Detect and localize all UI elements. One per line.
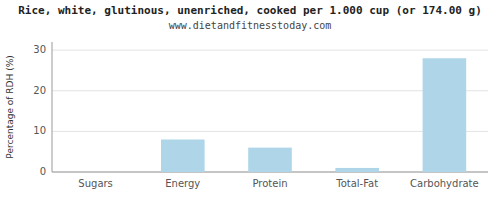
subtitle: www.dietandfitnesstoday.com (169, 20, 332, 31)
x-tick-label: Total-Fat (335, 178, 378, 189)
y-tick-label: 0 (40, 166, 46, 177)
y-tick-label: 10 (33, 125, 46, 136)
chart-container: Rice, white, glutinous, unenriched, cook… (0, 0, 500, 200)
y-axis: 0 10 20 30 (33, 42, 52, 177)
bar (248, 148, 292, 172)
bars (161, 58, 466, 172)
x-tick-label: Protein (252, 178, 287, 189)
y-tick-label: 30 (33, 44, 46, 55)
x-tick-label: Energy (165, 178, 200, 189)
x-axis: Sugars Energy Protein Total-Fat Carbohydrate (78, 178, 478, 189)
x-tick-label: Carbohydrate (410, 178, 479, 189)
y-tick-label: 20 (33, 85, 46, 96)
page: {"chart_data": {"type": "bar", "title": … (0, 0, 500, 200)
title: Rice, white, glutinous, unenriched, cook… (18, 4, 482, 17)
y-axis-label: Percentage of RDH (%) (5, 55, 15, 158)
bar (161, 140, 205, 173)
grid-line (52, 50, 488, 51)
x-tick-label: Sugars (78, 178, 112, 189)
bar (335, 168, 379, 172)
grid (52, 50, 488, 172)
chart: Rice, white, glutinous, unenriched, cook… (0, 0, 500, 200)
bar (74, 172, 118, 173)
y-axis-line (52, 42, 53, 172)
bar (423, 58, 467, 172)
